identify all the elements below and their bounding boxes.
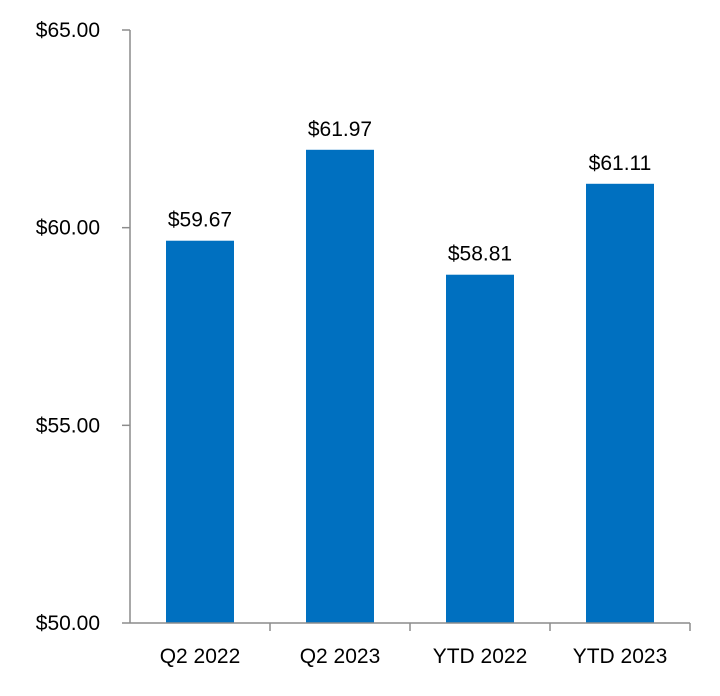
bar xyxy=(166,240,234,624)
y-tick-label: $65.00 xyxy=(36,19,100,42)
y-tick-label: $55.00 xyxy=(36,414,100,437)
y-tick-label: $50.00 xyxy=(36,612,100,635)
bars-group xyxy=(166,149,654,624)
x-tick-label: Q2 2023 xyxy=(300,645,381,668)
bar xyxy=(306,149,374,623)
data-label: $61.97 xyxy=(308,118,372,141)
y-axis-ticks: $50.00 $55.00 $60.00 $65.00 xyxy=(36,19,130,635)
data-label: $61.11 xyxy=(589,152,652,175)
x-axis-ticks: Q2 2022 Q2 2023 YTD 2022 YTD 2023 xyxy=(160,623,691,668)
data-labels-group: $59.67 $61.97 $58.81 $61.11 xyxy=(168,118,651,266)
bar xyxy=(446,274,514,623)
data-label: $58.81 xyxy=(448,243,512,266)
data-label: $59.67 xyxy=(168,209,232,232)
x-tick-label: Q2 2022 xyxy=(160,645,241,668)
bar xyxy=(586,183,654,623)
x-tick-label: YTD 2022 xyxy=(433,645,528,668)
x-tick-label: YTD 2023 xyxy=(573,645,668,668)
y-tick-label: $60.00 xyxy=(36,217,100,240)
